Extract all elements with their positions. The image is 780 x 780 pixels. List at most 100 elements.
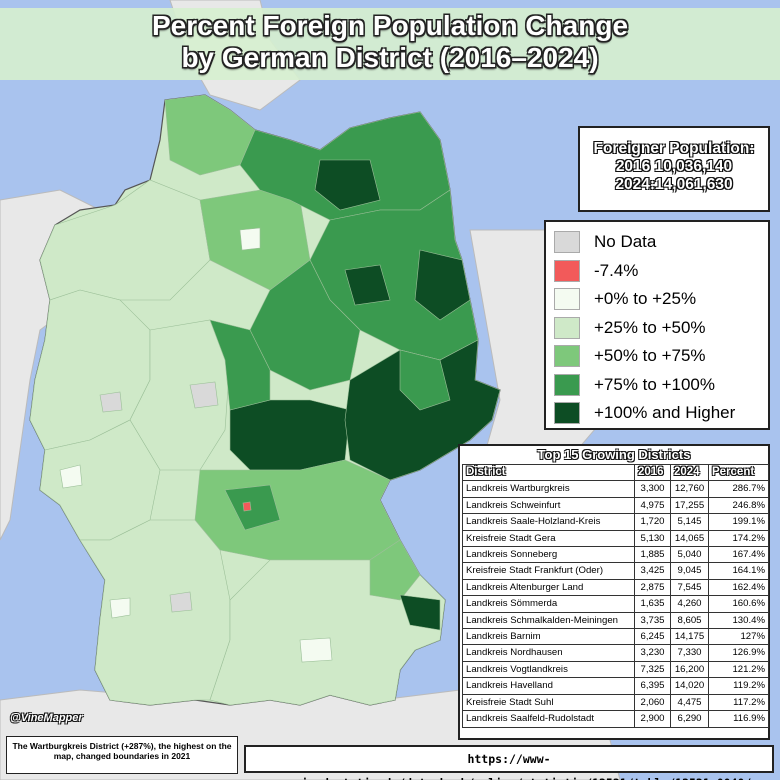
legend-swatch xyxy=(554,373,580,396)
region-negative-district xyxy=(242,501,252,512)
legend-item: No Data xyxy=(554,228,760,257)
cell-percent: 119.2% xyxy=(708,677,769,695)
cell-2024: 12,760 xyxy=(670,480,709,498)
table-row: Landkreis Nordhausen 3,230 7,330 126.9% xyxy=(462,644,769,662)
cell-2016: 3,425 xyxy=(634,562,671,580)
table-row: Kreisfreie Stadt Suhl 2,060 4,475 117.2% xyxy=(462,693,769,712)
cell-district: Landkreis Sömmerda xyxy=(462,595,635,613)
region-white-1 xyxy=(59,464,83,489)
cell-district: Landkreis Sonneberg xyxy=(462,546,635,564)
foreigner-population-box: Foreigner Population: 2016 10,036,140 20… xyxy=(578,126,770,212)
cell-district: Landkreis Havelland xyxy=(462,677,635,695)
region-passau xyxy=(399,594,441,631)
table-row: Landkreis Schweinfurt 4,975 17,255 246.8% xyxy=(462,496,769,515)
region-no-data-3 xyxy=(169,591,193,613)
table-row: Landkreis Saalfeld-Rudolstadt 2,900 6,290 1… xyxy=(462,710,769,728)
cell-2024: 14,175 xyxy=(670,628,709,646)
cell-2016: 3,300 xyxy=(634,480,671,498)
region-schweinfurt xyxy=(224,484,281,531)
cell-district: Landkreis Saalfeld-Rudolstadt xyxy=(462,710,635,728)
cell-percent: 160.6% xyxy=(708,595,769,613)
legend: No Data -7.4% +0% to +25% +25% to +50% +50% … xyxy=(544,220,770,430)
district-regions xyxy=(29,94,501,706)
region-lower-saxony-west xyxy=(39,179,211,301)
table-row: Landkreis Altenburger Land 2,875 7,545 162.… xyxy=(462,578,769,597)
legend-item: +25% to +50% xyxy=(554,314,760,343)
region-brandenburg-east xyxy=(414,249,471,321)
cell-2024: 6,290 xyxy=(670,710,709,728)
population-2016: 2016 10,036,140 xyxy=(615,158,733,175)
table-row: Landkreis Schmalkalden-Meiningen 3,735 8,6… xyxy=(462,611,769,630)
cell-percent: 174.2% xyxy=(708,529,769,548)
cell-2024: 5,040 xyxy=(670,546,709,564)
region-white-2 xyxy=(109,597,131,619)
legend-label: -7.4% xyxy=(594,260,639,280)
cell-district: Landkreis Saale-Holzland-Kreis xyxy=(462,513,635,531)
cell-2024: 14,065 xyxy=(670,529,709,548)
region-thuringia xyxy=(229,399,351,471)
table-row: Landkreis Vogtlandkreis 7,325 16,200 121.2% xyxy=(462,660,769,679)
region-havelland xyxy=(344,264,391,306)
header-district: District xyxy=(462,463,635,482)
cell-2024: 7,330 xyxy=(670,644,709,662)
cell-2024: 16,200 xyxy=(670,660,709,679)
cell-2016: 2,900 xyxy=(634,710,671,728)
cell-2016: 4,975 xyxy=(634,496,671,515)
table-row: Landkreis Sömmerda 1,635 4,260 160.6% xyxy=(462,595,769,613)
region-bavaria-east xyxy=(369,539,421,601)
region-no-data-2 xyxy=(99,391,123,413)
table-row: Landkreis Barnim 6,245 14,175 127% xyxy=(462,628,769,646)
legend-item: +0% to +25% xyxy=(554,285,760,314)
cell-district: Kreisfreie Stadt Suhl xyxy=(462,693,635,712)
legend-label: +50% to +75% xyxy=(594,346,706,366)
title-band xyxy=(0,8,780,80)
top15-table-box: Top 15 Growing Districts District 2016 2… xyxy=(458,444,770,740)
top15-table: District 2016 2024 Percent Landkreis War… xyxy=(462,463,769,728)
cell-2016: 6,245 xyxy=(634,628,671,646)
top15-title: Top 15 Growing Districts xyxy=(537,447,691,462)
legend-swatch xyxy=(554,316,580,339)
population-2024: 2024:14,061,630 xyxy=(615,176,733,193)
cell-2016: 2,875 xyxy=(634,578,671,597)
header-2024: 2024 xyxy=(670,463,709,482)
cell-2016: 2,060 xyxy=(634,693,671,712)
title-line-2: by German District (2016–2024) xyxy=(181,42,599,73)
cell-percent: 127% xyxy=(708,628,769,646)
table-row: Landkreis Wartburgkreis 3,300 12,760 286.7% xyxy=(462,480,769,498)
cell-2024: 9,045 xyxy=(670,562,709,580)
cell-district: Kreisfreie Stadt Gera xyxy=(462,529,635,548)
table-row: Landkreis Sonneberg 1,885 5,040 167.4% xyxy=(462,546,769,564)
cell-2024: 17,255 xyxy=(670,496,709,515)
cell-2016: 1,635 xyxy=(634,595,671,613)
legend-swatch xyxy=(554,231,580,254)
cell-2016: 1,885 xyxy=(634,546,671,564)
region-white-4 xyxy=(239,227,261,251)
region-white-3 xyxy=(299,637,333,663)
cell-2016: 7,325 xyxy=(634,660,671,679)
legend-item: +75% to +100% xyxy=(554,371,760,400)
legend-label: +25% to +50% xyxy=(594,317,706,337)
table-row: Landkreis Havelland 6,395 14,020 119.2% xyxy=(462,677,769,695)
cell-2024: 7,545 xyxy=(670,578,709,597)
title-line-1: Percent Foreign Population Change xyxy=(151,10,629,41)
cell-2016: 5,130 xyxy=(634,529,671,548)
cell-district: Landkreis Nordhausen xyxy=(462,644,635,662)
legend-item: -7.4% xyxy=(554,257,760,286)
legend-label: +0% to +25% xyxy=(594,289,697,309)
cell-percent: 117.2% xyxy=(708,693,769,712)
cell-percent: 121.2% xyxy=(708,660,769,679)
cell-percent: 130.4% xyxy=(708,611,769,630)
header-percent: Percent xyxy=(708,463,769,482)
legend-label: +100% and Higher xyxy=(594,403,736,423)
cell-percent: 162.4% xyxy=(708,578,769,597)
population-heading: Foreigner Population: xyxy=(593,140,755,157)
cell-2024: 5,145 xyxy=(670,513,709,531)
legend-label: +75% to +100% xyxy=(594,374,715,394)
cell-2024: 4,260 xyxy=(670,595,709,613)
region-mecklenburg-core xyxy=(314,159,381,211)
cell-2016: 3,735 xyxy=(634,611,671,630)
watermark: @VineMapper xyxy=(10,712,83,724)
region-no-data-1 xyxy=(189,381,219,409)
cell-2016: 1,720 xyxy=(634,513,671,531)
